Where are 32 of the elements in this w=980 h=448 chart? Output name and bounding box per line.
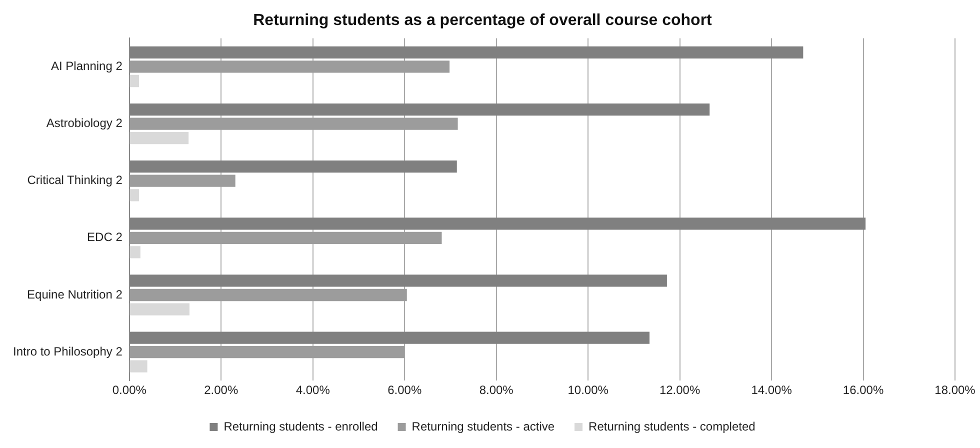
x-tick-label: 6.00% [388,383,422,398]
chart-title: Returning students as a percentage of overall course cohort [253,12,713,30]
bar [130,74,140,88]
bar [130,303,190,316]
legend-label: Returning students - completed [588,419,756,434]
bar [130,288,407,302]
x-tick-label: 0.00% [112,383,147,398]
bar [130,60,450,73]
bar [130,232,442,244]
x-tick-label: 14.00% [751,383,792,398]
bar [130,174,236,187]
x-tick-label: 4.00% [296,383,330,398]
x-tick-label: 2.00% [204,383,238,398]
bar [130,346,405,358]
x-tick-label: 12.00% [659,383,700,398]
y-tick-label: EDC 2 [87,230,123,244]
x-tick-label: 18.00% [934,383,976,398]
x-tick-label: 8.00% [479,383,514,398]
y-tick-label: AI Planning 2 [51,59,123,74]
legend-label: Returning students - enrolled [224,419,378,434]
y-tick-label: Intro to Philosophy 2 [12,344,123,358]
bar [130,118,458,130]
bar [130,132,189,144]
y-tick-label: Astrobiology 2 [46,116,123,130]
bar [130,189,140,202]
y-tick-label: Critical Thinking 2 [27,173,123,188]
bar [130,246,140,258]
y-tick-label: Equine Nutrition 2 [27,287,123,302]
x-tick-label: 16.00% [842,383,884,398]
bar [130,360,148,372]
x-tick-label: 10.00% [568,383,609,398]
legend-label: Returning students - active [412,419,555,434]
